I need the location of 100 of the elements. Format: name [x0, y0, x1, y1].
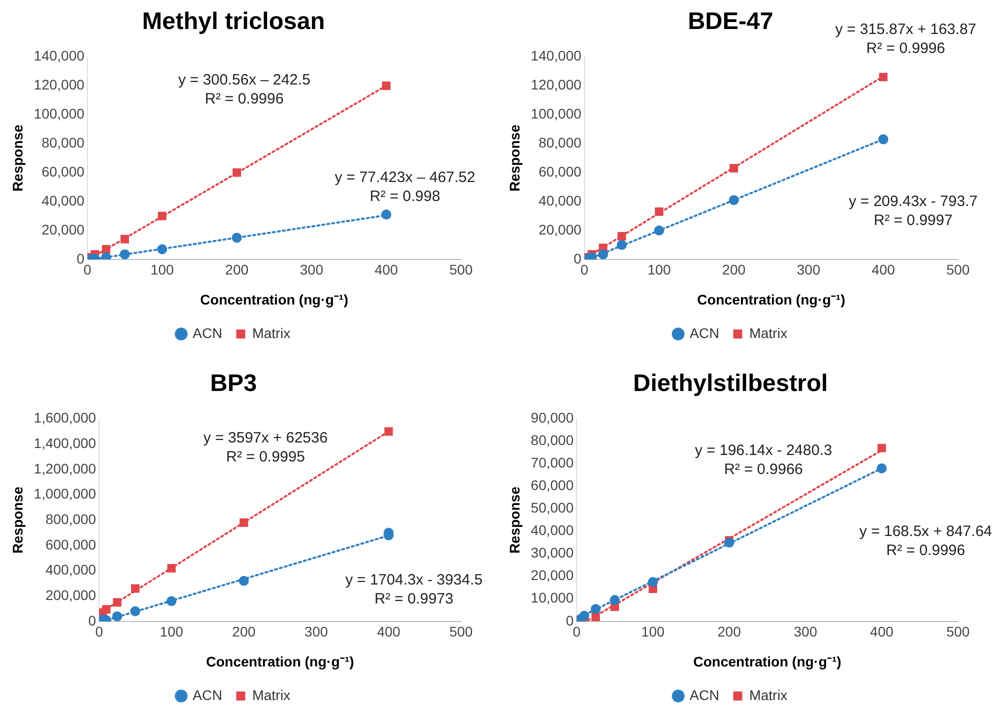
y-tick-label: 1,400,000 [34, 434, 96, 451]
point [654, 207, 664, 216]
point [232, 168, 242, 177]
point [590, 604, 601, 614]
y-tick-label: 140,000 [34, 48, 85, 64]
x-axis-title: Concentration (ng·g⁻¹) [200, 291, 348, 308]
x-tick-label: 500 [449, 624, 473, 640]
y-tick-label: 120,000 [34, 76, 85, 93]
y-tick-label: 30,000 [530, 544, 574, 561]
y-tick-label: 1,000,000 [34, 486, 96, 502]
x-tick-label: 300 [794, 624, 818, 640]
point [158, 212, 166, 220]
y-axis-title: Response [506, 486, 522, 554]
x-tick-label: 200 [717, 624, 742, 640]
y-tick-label: 80,000 [42, 134, 85, 150]
y-tick-label: 40,000 [530, 522, 574, 538]
point [102, 605, 111, 614]
y-tick-label: 60,000 [538, 163, 582, 180]
point [648, 577, 658, 588]
x-tick-label: 100 [150, 262, 174, 278]
x-axis-title: Concentration (ng·g⁻¹) [206, 653, 354, 670]
legend-label: ACN [690, 324, 720, 341]
x-tick-label: 400 [376, 624, 401, 640]
x-tick-label: 200 [225, 262, 249, 278]
point [112, 598, 122, 607]
annotation: y = 168.5x + 847.64 R² = 0.9996 [859, 522, 992, 559]
y-tick-label: 0 [88, 612, 96, 628]
y-tick-label: 0 [574, 250, 582, 266]
y-tick-label: 40,000 [538, 192, 582, 208]
point [232, 232, 242, 243]
chart-title: Diethylstilbestrol [633, 370, 828, 398]
annotation: y = 209.43x - 793.7 R² = 0.9997 [848, 193, 978, 230]
y-tick-label: 1,600,000 [34, 410, 96, 426]
legend-label: Matrix [749, 686, 788, 703]
y-tick-label: 800,000 [45, 510, 96, 527]
x-tick-label: 100 [647, 262, 672, 278]
x-tick-label: 100 [641, 624, 665, 640]
y-tick-label: 100,000 [34, 106, 85, 122]
y-tick-label: 20,000 [538, 221, 582, 238]
y-tick-label: 60,000 [530, 477, 574, 494]
y-tick-label: 20,000 [42, 221, 85, 238]
annotation: y = 3597x + 62536 R² = 0.9995 [203, 430, 328, 466]
y-tick-label: 80,000 [538, 134, 582, 150]
point [728, 195, 739, 206]
legend-label: Matrix [749, 324, 788, 341]
y-axis-title: Response [506, 124, 522, 192]
y-tick-label: 400,000 [45, 562, 96, 578]
point [878, 134, 888, 144]
point [724, 538, 734, 548]
point [618, 232, 626, 240]
y-tick-label: 0 [76, 250, 85, 266]
y-tick-label: 140,000 [530, 48, 582, 64]
x-axis-title: Concentration (ng·g⁻¹) [693, 653, 842, 670]
chart-title: BDE-47 [688, 8, 774, 36]
x-tick-label: 200 [232, 624, 256, 640]
point [598, 249, 608, 260]
x-axis-title: Concentration (ng·g⁻¹) [697, 291, 846, 308]
y-tick-label: 60,000 [42, 163, 85, 180]
legend-label: ACN [192, 324, 222, 341]
point [167, 564, 176, 572]
annotation: y = 196.14x - 2480.3 R² = 0.9966 [694, 442, 832, 478]
x-tick-label: 200 [722, 262, 746, 278]
point [120, 249, 130, 260]
x-tick-label: 100 [160, 624, 184, 640]
y-tick-label: 80,000 [530, 432, 574, 448]
point [238, 576, 249, 586]
y-tick-label: 1,200,000 [34, 460, 96, 476]
point [157, 244, 168, 254]
point [876, 463, 887, 474]
annotation: y = 1704.3x - 3934.5 R² = 0.9973 [345, 571, 483, 608]
y-tick-label: 10,000 [530, 590, 574, 606]
y-tick-label: 200,000 [45, 586, 96, 603]
point [112, 611, 122, 622]
y-tick-label: 100,000 [530, 106, 582, 122]
y-tick-label: 70,000 [530, 454, 574, 471]
y-axis-title: Response [9, 124, 26, 192]
x-tick-label: 300 [304, 624, 328, 640]
legend-label: ACN [690, 686, 720, 703]
annotation: y = 77.423x – 467.52 R² = 0.998 [334, 168, 476, 205]
point [120, 234, 130, 244]
chart-title: Methyl triclosan [142, 8, 325, 36]
x-tick-label: 500 [449, 262, 473, 278]
point [616, 240, 627, 250]
point [130, 606, 140, 616]
x-tick-label: 400 [872, 262, 896, 278]
point [381, 210, 392, 220]
legend-label: ACN [192, 686, 222, 703]
x-tick-label: 500 [946, 262, 970, 278]
y-tick-label: 90,000 [530, 410, 574, 426]
point [382, 82, 391, 90]
y-tick-label: 0 [566, 612, 574, 628]
point [879, 72, 888, 82]
y-tick-label: 120,000 [530, 76, 582, 93]
point [877, 444, 886, 452]
point [240, 518, 248, 527]
x-tick-label: 300 [796, 262, 820, 278]
point [654, 225, 664, 236]
point [384, 427, 393, 436]
point [102, 245, 110, 254]
point [166, 596, 176, 606]
